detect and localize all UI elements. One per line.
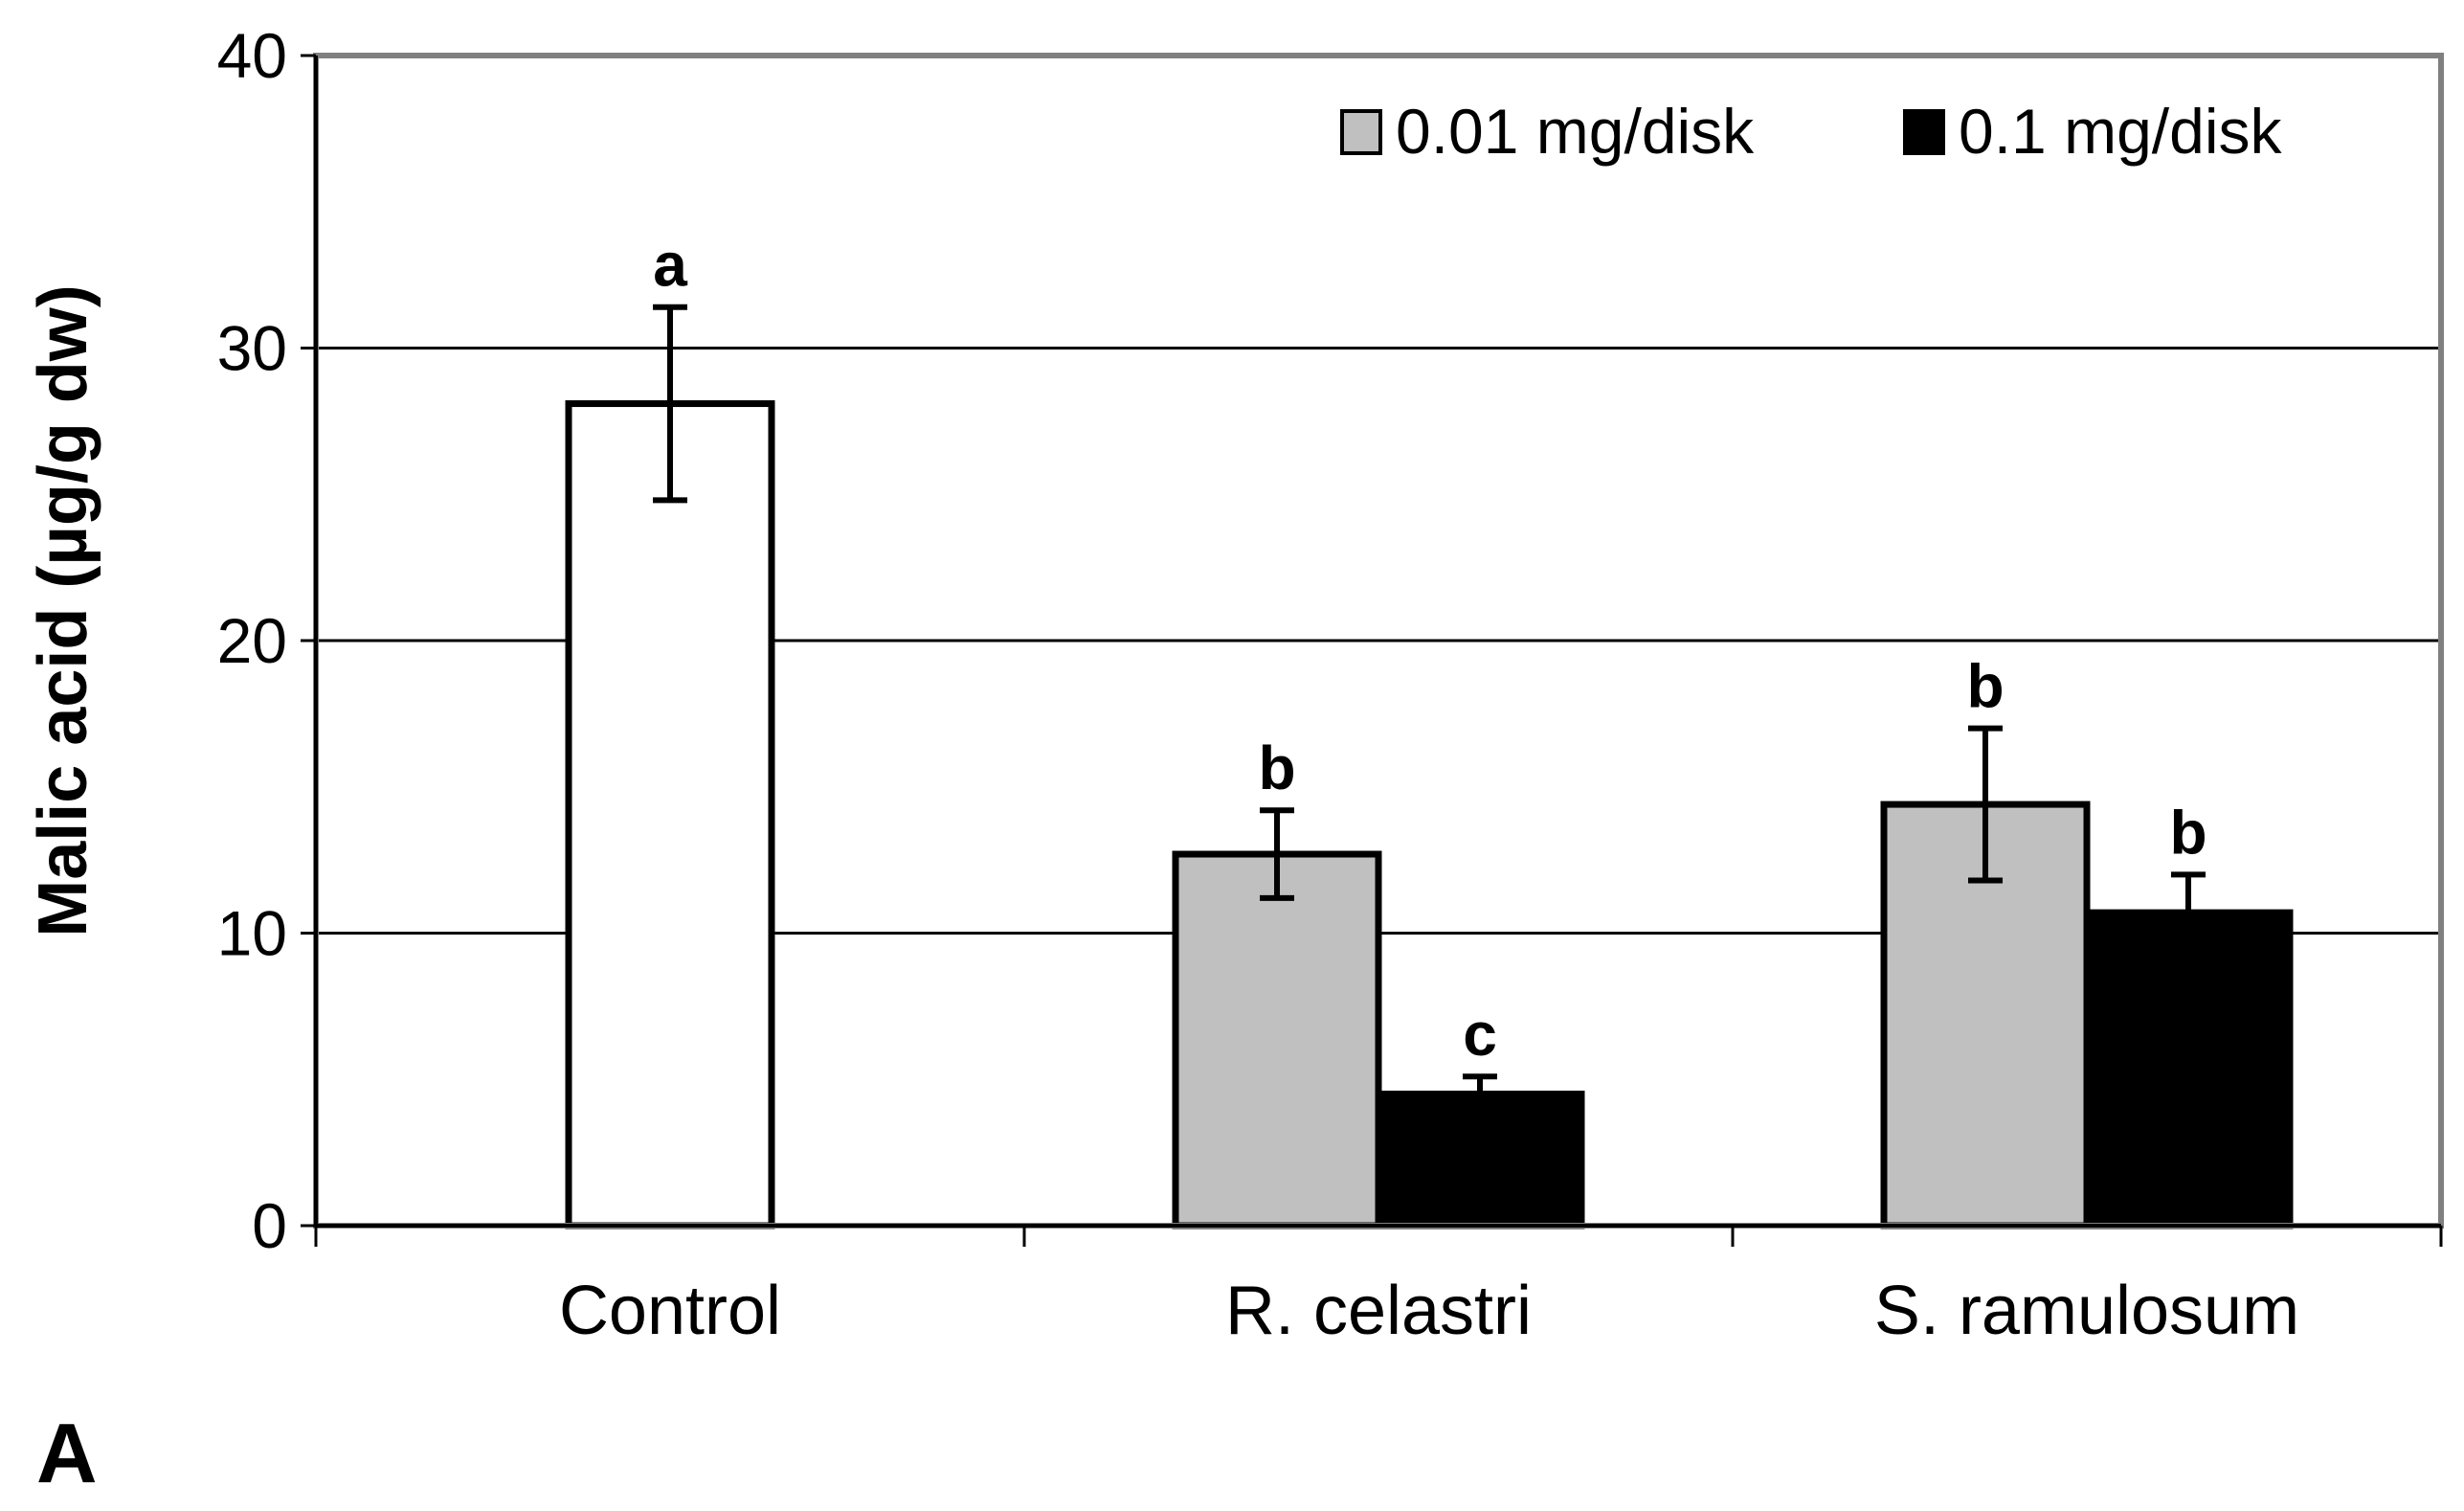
significance-letter: b xyxy=(2169,798,2206,867)
bar xyxy=(1375,1091,1585,1229)
legend-swatch xyxy=(1903,109,1945,155)
y-tick-label: 0 xyxy=(252,1190,287,1261)
bar xyxy=(2083,909,2294,1229)
y-tick-label: 40 xyxy=(217,20,287,91)
legend-label: 0.01 mg/disk xyxy=(1396,96,1755,167)
x-category-labels: Control R. celastri S. ramulosum xyxy=(559,1273,2299,1349)
y-tick-label: 10 xyxy=(217,898,287,969)
bars xyxy=(565,400,2294,1229)
y-axis-label: Malic acid (µg/g dw) xyxy=(25,284,101,937)
significance-letter: b xyxy=(1258,733,1295,802)
legend-swatch xyxy=(1340,109,1382,155)
bar xyxy=(565,400,775,1229)
significance-letter: b xyxy=(1966,652,2004,721)
x-category-label: R. celastri xyxy=(1225,1273,1532,1349)
axes xyxy=(301,54,2443,1247)
error-bars xyxy=(653,304,2206,1115)
y-tick-labels: 0 10 20 30 40 xyxy=(217,20,287,1261)
legend: 0.01 mg/disk 0.1 mg/disk xyxy=(1340,96,2282,167)
y-tick-label: 20 xyxy=(217,605,287,676)
x-category-label: Control xyxy=(559,1273,781,1349)
legend-label: 0.1 mg/disk xyxy=(1959,96,2282,167)
significance-letter: c xyxy=(1463,1000,1497,1069)
bar xyxy=(1172,850,1382,1229)
x-category-label: S. ramulosum xyxy=(1874,1273,2299,1349)
y-tick-label: 30 xyxy=(217,313,287,384)
panel-label: A xyxy=(36,1406,98,1500)
significance-letter: a xyxy=(653,231,687,300)
significance-letters: a b c b b xyxy=(653,231,2206,1069)
